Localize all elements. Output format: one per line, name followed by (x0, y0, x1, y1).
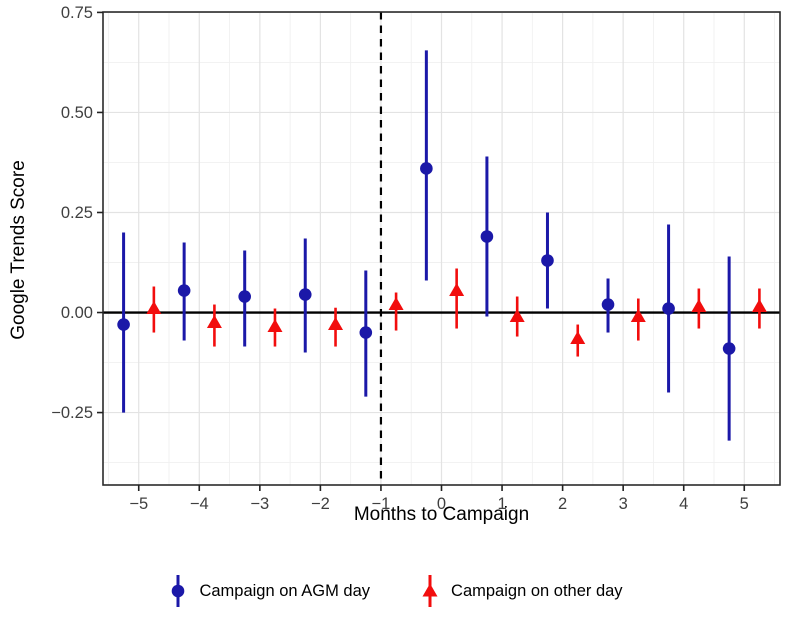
data-point-triangle (570, 331, 586, 345)
x-tick-label: −4 (190, 495, 209, 513)
legend-item-other-day: Campaign on other day (422, 572, 623, 610)
x-tick-label: −5 (129, 495, 148, 513)
legend-label-agm-day: Campaign on AGM day (199, 581, 371, 600)
data-point-circle (662, 302, 675, 315)
y-axis-title: Google Trends Score (8, 160, 29, 340)
legend-item-agm-day: Campaign on AGM day (170, 572, 370, 610)
data-point-triangle (630, 309, 646, 323)
x-tick-label: −2 (311, 495, 330, 513)
pointrange-circle-glyph (172, 575, 185, 607)
y-tick-label: −0.25 (51, 404, 93, 422)
data-point-circle (117, 318, 130, 331)
data-point-circle (298, 288, 312, 301)
data-point-triangle (267, 319, 283, 333)
data-point-triangle (146, 301, 162, 315)
y-tick-label: 0.50 (61, 104, 93, 122)
data-point-triangle (388, 297, 404, 311)
data-point-triangle (691, 299, 707, 313)
x-tick-label: 4 (679, 495, 688, 513)
x-tick-label: 0 (437, 495, 446, 513)
data-point-circle (541, 254, 554, 267)
y-tick-label: 0.25 (61, 204, 93, 222)
x-tick-label: −3 (250, 495, 269, 513)
x-tick-label: −1 (372, 495, 391, 513)
data-point-circle (238, 290, 251, 303)
data-point-circle (420, 162, 433, 175)
x-tick-label: 5 (740, 495, 749, 513)
x-tick-label: 3 (619, 495, 628, 513)
legend-label-other-day: Campaign on other day (451, 581, 623, 600)
legend: Campaign on AGM day Campaign on other da… (0, 566, 793, 616)
data-point-circle (480, 230, 494, 243)
data-point-triangle (509, 309, 525, 323)
data-point-circle (177, 284, 191, 297)
data-point-triangle (449, 283, 465, 297)
data-point-circle (601, 298, 615, 311)
x-tick-label: 2 (558, 495, 567, 513)
data-point-triangle (206, 315, 222, 329)
x-axis-title: Months to Campaign (353, 504, 530, 525)
data-point-circle (359, 326, 373, 339)
y-tick-label: 0.75 (61, 4, 93, 22)
x-tick-label: 1 (497, 495, 506, 513)
data-point-triangle (751, 299, 767, 313)
y-tick-label: 0.00 (61, 304, 93, 322)
pointrange-triangle-glyph (422, 575, 438, 607)
data-point-circle (722, 342, 736, 355)
data-point-triangle (328, 317, 344, 331)
trends-chart: −5 −4 −3 −2 −1 0 1 2 3 4 5 −0.25 0.00 0.25 0.50 0.75 (51, 4, 781, 513)
